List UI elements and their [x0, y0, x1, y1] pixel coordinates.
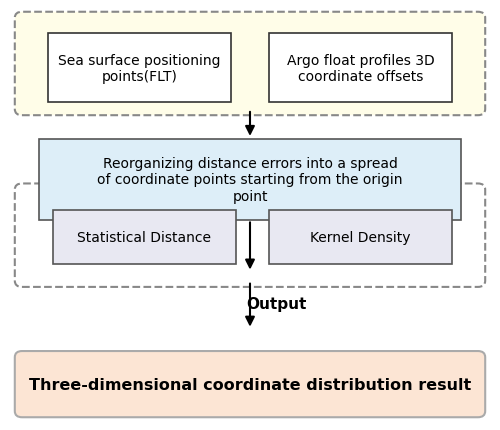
Text: Argo float profiles 3D
coordinate offsets: Argo float profiles 3D coordinate offset…: [286, 53, 434, 83]
FancyBboxPatch shape: [15, 184, 485, 287]
FancyBboxPatch shape: [15, 351, 485, 417]
Text: Reorganizing distance errors into a spread
of coordinate points starting from th: Reorganizing distance errors into a spre…: [97, 157, 403, 203]
Text: Statistical Distance: Statistical Distance: [78, 231, 212, 245]
FancyBboxPatch shape: [39, 140, 461, 220]
Text: Output: Output: [246, 296, 306, 311]
FancyBboxPatch shape: [269, 34, 452, 102]
FancyBboxPatch shape: [53, 211, 236, 264]
FancyBboxPatch shape: [48, 34, 231, 102]
Text: Sea surface positioning
points(FLT): Sea surface positioning points(FLT): [58, 53, 221, 83]
FancyBboxPatch shape: [15, 13, 485, 116]
Text: Kernel Density: Kernel Density: [310, 231, 410, 245]
FancyBboxPatch shape: [269, 211, 452, 264]
Text: Three-dimensional coordinate distribution result: Three-dimensional coordinate distributio…: [29, 377, 471, 392]
